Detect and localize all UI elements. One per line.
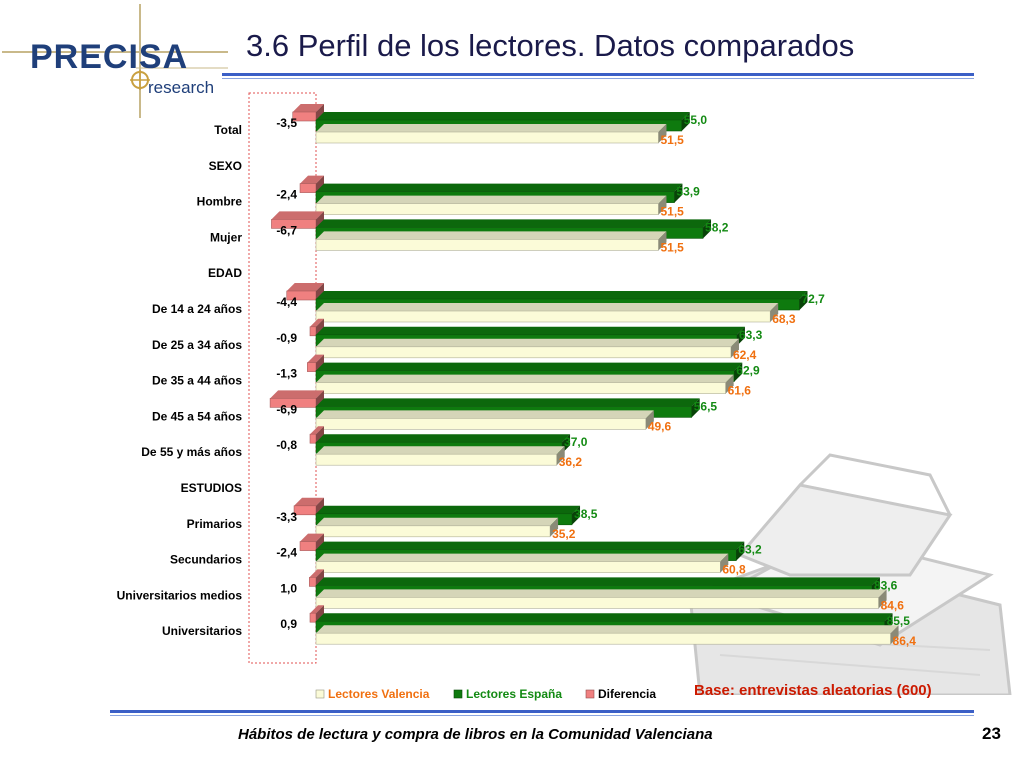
bar-diferencia	[307, 354, 324, 372]
label-diferencia: -6,9	[276, 402, 297, 416]
bar-diferencia	[309, 569, 324, 587]
label-espana: 38,5	[574, 507, 598, 521]
category-label: De 55 y más años	[141, 445, 242, 459]
logo-name: PRECISA	[30, 38, 189, 76]
header-rule	[222, 73, 974, 76]
category-label: De 25 a 34 años	[152, 338, 242, 352]
bar-diferencia	[269, 390, 324, 408]
label-valencia: 62,4	[733, 348, 757, 362]
label-espana: 83,6	[874, 578, 898, 592]
label-espana: 72,7	[801, 292, 825, 306]
label-espana: 63,2	[738, 543, 762, 557]
category-label: Universitarios	[162, 624, 242, 638]
label-valencia: 49,6	[648, 419, 672, 433]
bar-valencia	[315, 625, 899, 645]
label-valencia: 51,5	[660, 133, 684, 147]
footer-text: Hábitos de lectura y compra de libros en…	[238, 726, 713, 743]
logo-sub: research	[148, 78, 215, 97]
legend-label-espana: Lectores España	[466, 687, 562, 701]
label-diferencia: -2,4	[276, 546, 297, 560]
category-label: Total	[214, 123, 242, 137]
bar-valencia	[315, 517, 559, 538]
category-label: SEXO	[209, 159, 242, 173]
bar-diferencia	[299, 175, 324, 193]
bar-diferencia	[271, 211, 324, 229]
label-espana: 53,9	[676, 185, 700, 199]
label-diferencia: -4,4	[276, 295, 297, 309]
label-diferencia: -3,5	[276, 116, 297, 130]
legend: Lectores Valencia Lectores España Difere…	[315, 687, 656, 701]
category-label: Universitarios medios	[117, 588, 243, 602]
label-espana: 62,9	[736, 364, 760, 378]
category-label: Secundarios	[170, 553, 242, 567]
label-valencia: 36,2	[559, 455, 583, 469]
label-espana: 63,3	[739, 328, 763, 342]
category-label: De 45 a 54 años	[152, 409, 242, 423]
bar-diferencia	[292, 104, 324, 122]
header-rule-thin	[222, 78, 974, 79]
label-valencia: 68,3	[772, 312, 796, 326]
category-label: Primarios	[187, 517, 243, 531]
legend-swatch-diferencia	[585, 689, 595, 699]
label-espana: 58,2	[705, 220, 729, 234]
bar-valencia	[315, 446, 565, 466]
label-valencia: 60,8	[722, 563, 746, 577]
page-number: 23	[982, 724, 1001, 743]
label-valencia: 51,5	[660, 205, 684, 219]
bar-diferencia	[309, 426, 324, 444]
category-label: De 14 a 24 años	[152, 302, 242, 316]
label-diferencia: 1,0	[280, 581, 297, 595]
bar-diferencia	[309, 318, 324, 337]
bar-diferencia	[309, 605, 324, 623]
label-valencia: 51,5	[660, 240, 684, 254]
legend-swatch-valencia	[315, 689, 325, 699]
bar-valencia	[315, 553, 729, 573]
bar-valencia	[315, 231, 667, 251]
category-label: EDAD	[208, 266, 242, 280]
legend-label-valencia: Lectores Valencia	[328, 687, 430, 701]
legend-label-diferencia: Diferencia	[598, 687, 656, 701]
footer-rule	[110, 710, 974, 713]
label-diferencia: -3,3	[276, 510, 297, 524]
label-diferencia: -2,4	[276, 188, 297, 202]
label-espana: 37,0	[564, 435, 588, 449]
label-diferencia: 0,9	[280, 617, 297, 631]
logo-compass-icon	[2, 4, 228, 118]
label-espana: 56,5	[694, 399, 718, 413]
bar-valencia	[315, 124, 667, 144]
label-valencia: 61,6	[728, 384, 752, 398]
bar-valencia	[315, 303, 779, 323]
precisa-research-logo: PRECISA research	[0, 0, 230, 120]
bar-valencia	[315, 589, 887, 609]
bar-valencia	[315, 374, 734, 394]
bar-valencia	[315, 338, 739, 359]
label-espana: 55,0	[684, 113, 708, 127]
legend-swatch-espana	[453, 689, 463, 699]
label-diferencia: -0,8	[276, 438, 297, 452]
label-espana: 85,5	[887, 614, 911, 628]
page-title: 3.6 Perfil de los lectores. Datos compar…	[246, 28, 855, 63]
label-valencia: 86,4	[893, 634, 917, 648]
label-diferencia: -1,3	[276, 367, 297, 381]
category-label: De 35 a 44 años	[152, 374, 242, 388]
label-diferencia: -0,9	[276, 331, 297, 345]
category-label: Mujer	[210, 230, 242, 244]
base-note: Base: entrevistas aleatorias (600)	[694, 682, 932, 699]
label-diferencia: -6,7	[276, 223, 297, 237]
bar-diferencia	[293, 497, 324, 516]
label-valencia: 35,2	[552, 527, 576, 541]
bar-diferencia	[299, 533, 324, 551]
category-label: ESTUDIOS	[181, 481, 242, 495]
bar-diferencia	[286, 283, 324, 301]
bar-valencia	[315, 195, 667, 215]
bar-valencia	[315, 410, 654, 430]
category-label: Hombre	[197, 195, 243, 209]
label-valencia: 84,6	[881, 598, 905, 612]
footer-rule-thin	[110, 715, 974, 716]
